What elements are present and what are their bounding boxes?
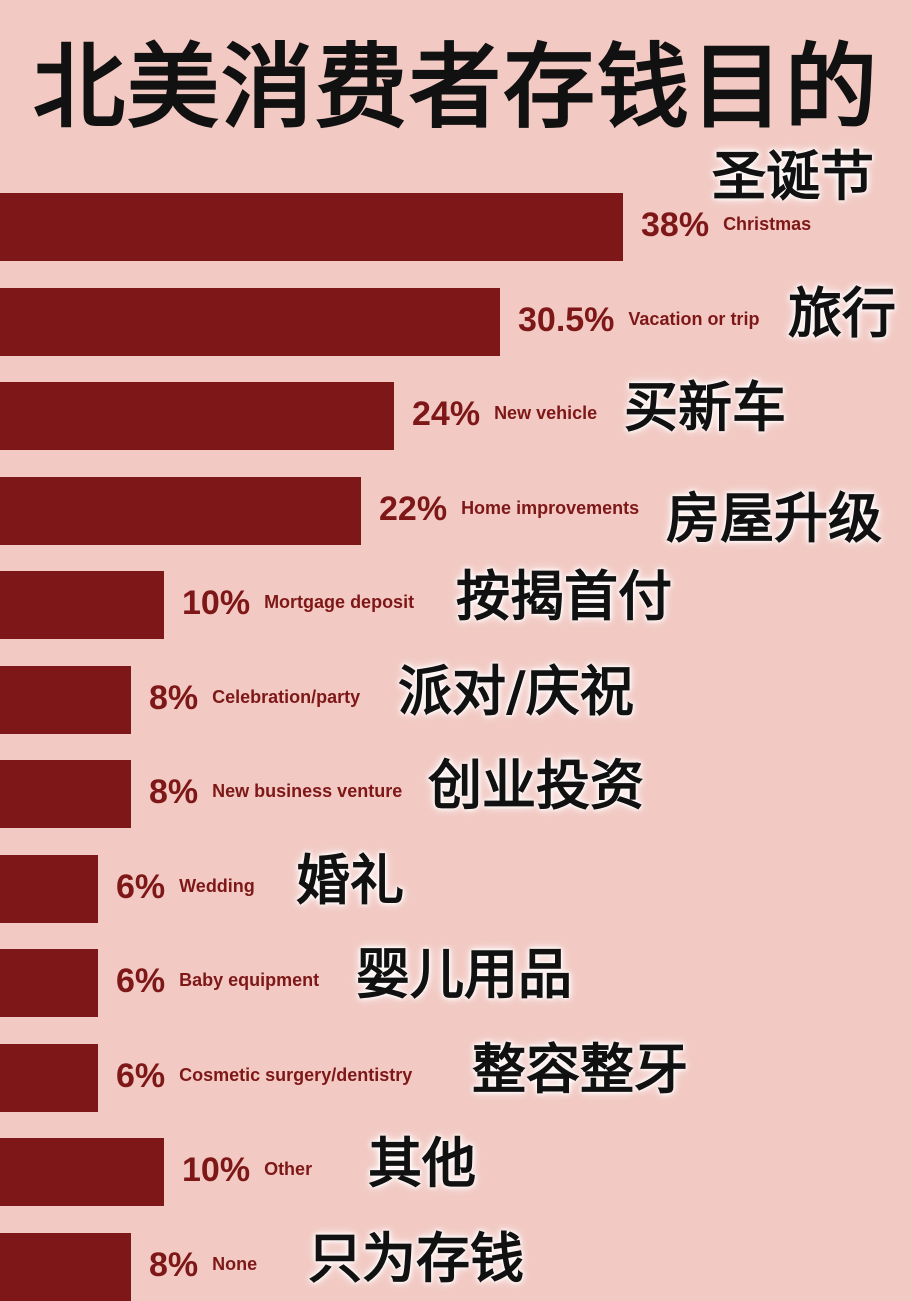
- category-label: Home improvements: [461, 497, 640, 518]
- data-label: 6%: [116, 962, 166, 1000]
- data-label: 30.5%: [518, 300, 615, 339]
- category-label: New business venture: [212, 781, 403, 801]
- bar: [0, 287, 500, 356]
- bar: [0, 949, 98, 1017]
- bar: [0, 193, 623, 261]
- data-label: 10%: [182, 584, 251, 622]
- data-label: 6%: [116, 867, 166, 906]
- data-label: 24%: [412, 395, 481, 433]
- data-label: 8%: [149, 773, 199, 811]
- chart-title: 北美消费者存钱目的: [32, 33, 879, 141]
- bar: [0, 854, 98, 923]
- category-label-zh: 其他: [368, 1131, 476, 1195]
- category-label-zh: 按揭首付: [456, 564, 672, 628]
- category-label-zh: 买新车: [624, 375, 786, 439]
- bar: [0, 476, 361, 545]
- category-label: Vacation or trip: [628, 308, 760, 329]
- category-label: Mortgage deposit: [264, 592, 415, 612]
- category-label: New vehicle: [494, 403, 598, 423]
- data-label: 6%: [116, 1056, 166, 1095]
- data-label: 38%: [641, 206, 710, 244]
- category-label-zh: 整容整牙: [472, 1036, 688, 1101]
- bar: [0, 1138, 164, 1206]
- category-label-zh: 房屋升级: [666, 485, 882, 550]
- category-label-zh: 只为存钱: [308, 1225, 524, 1290]
- bar: [0, 382, 394, 450]
- bar: [0, 665, 131, 734]
- category-label-zh: 创业投资: [428, 753, 644, 817]
- category-label: Christmas: [723, 214, 812, 234]
- category-label: Wedding: [179, 875, 255, 896]
- data-label: 8%: [149, 678, 199, 717]
- data-label: 8%: [149, 1245, 199, 1284]
- bar: [0, 760, 131, 828]
- bar: [0, 571, 164, 639]
- category-label: Celebration/party: [212, 686, 361, 707]
- data-label: 22%: [379, 489, 448, 528]
- bar: [0, 1232, 131, 1301]
- category-label: Baby equipment: [179, 970, 320, 990]
- category-label-zh: 婴儿用品: [356, 942, 572, 1006]
- category-label: Other: [264, 1159, 313, 1179]
- category-label-zh: 旅行: [788, 280, 896, 345]
- category-label-zh: 圣诞节: [712, 144, 874, 208]
- category-label: None: [212, 1253, 258, 1274]
- category-label-zh: 婚礼: [296, 847, 404, 912]
- category-label: Cosmetic surgery/dentistry: [179, 1064, 413, 1085]
- bar: [0, 1043, 98, 1112]
- data-label: 10%: [182, 1151, 251, 1189]
- category-label-zh: 派对/庆祝: [398, 658, 634, 723]
